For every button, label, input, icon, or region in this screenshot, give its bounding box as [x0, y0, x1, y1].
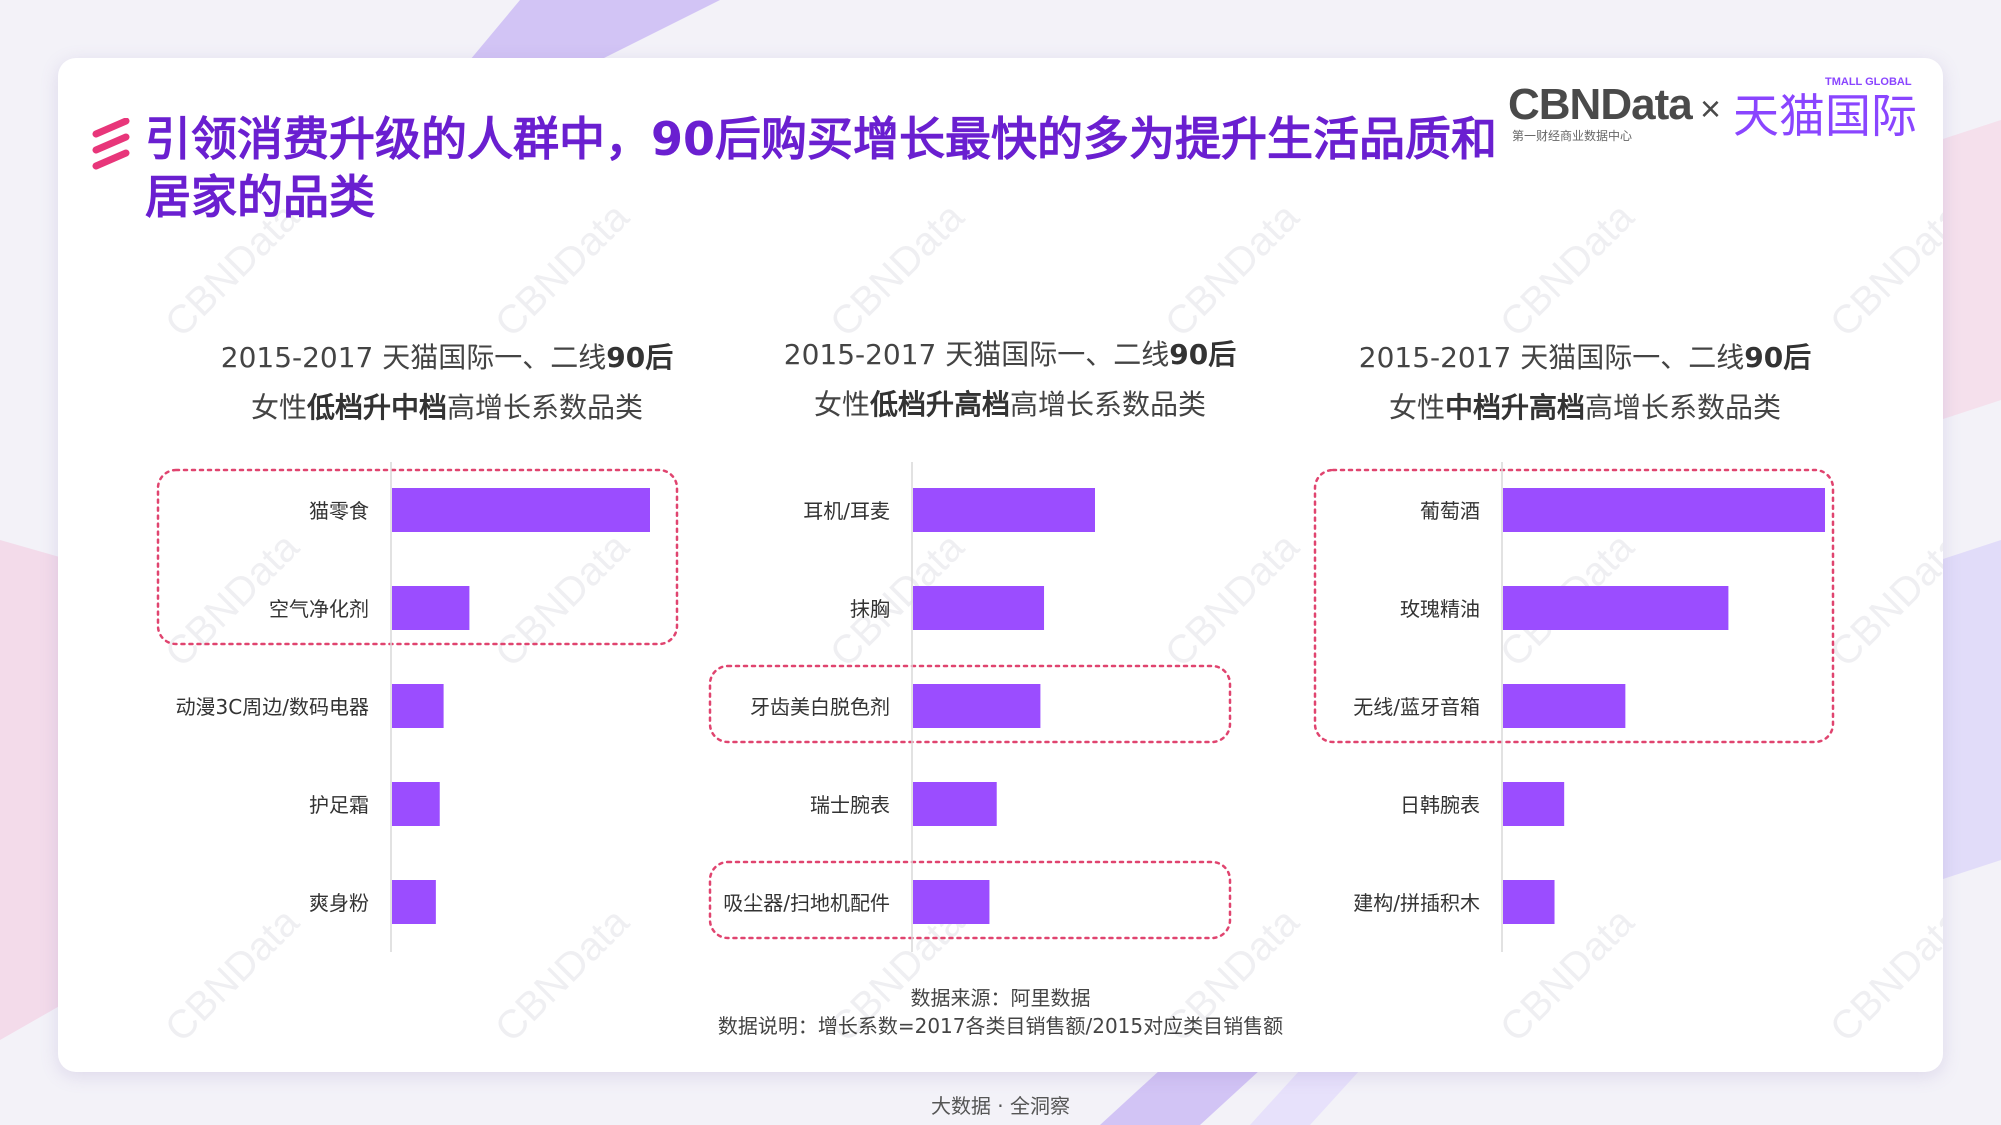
- bottom-tagline: 大数据 · 全洞察: [930, 1094, 1071, 1118]
- category-label: 抹胸: [850, 597, 890, 621]
- category-label: 动漫3C周边/数码电器: [176, 695, 369, 719]
- bar: [913, 880, 990, 924]
- bar: [1503, 586, 1729, 630]
- category-label: 无线/蓝牙音箱: [1353, 695, 1480, 719]
- data-note: 数据说明：增长系数=2017各类目销售额/2015对应类目销售额: [717, 1014, 1284, 1038]
- category-label: 建构/拼插积木: [1353, 891, 1480, 915]
- category-label: 猫零食: [309, 499, 369, 523]
- category-label: 日韩腕表: [1400, 793, 1480, 817]
- content-card: CBNData CBNData CBNData CBNData CBNData …: [58, 58, 1943, 1072]
- highlight-box: [1313, 468, 1835, 744]
- bar: [392, 684, 444, 728]
- chart-3-title-line2-prefix: 女性: [1388, 391, 1445, 424]
- chart-3-title-line1-bold: 90后: [1744, 341, 1812, 374]
- chart-1-title-line1: 2015-2017 天猫国际一、二线: [220, 341, 607, 374]
- chart-2-title-line2-prefix: 女性: [813, 388, 870, 421]
- bar: [392, 782, 440, 826]
- chart-3-title-line2-bold: 中档升高档: [1444, 391, 1585, 424]
- chart-1-title-line2-suffix: 高增长系数品类: [447, 391, 644, 424]
- page-title: 引领消费升级的人群中，90后购买增长最快的多为提升生活品质和 居家的品类: [145, 110, 1505, 226]
- chart-2-title-line2-bold: 低档升高档: [869, 388, 1010, 421]
- logo-partner-en: TMALL GLOBAL: [1825, 76, 1912, 88]
- bar: [913, 586, 1045, 630]
- logo-brand: CBNData: [1508, 80, 1693, 129]
- bar: [913, 684, 1041, 728]
- bar: [1503, 880, 1555, 924]
- highlight-box: [708, 664, 1232, 744]
- category-label: 耳机/耳麦: [803, 499, 890, 523]
- chart-3-title-line1: 2015-2017 天猫国际一、二线: [1358, 341, 1745, 374]
- bar: [913, 488, 1095, 532]
- chart-2-title-line2-suffix: 高增长系数品类: [1010, 388, 1207, 421]
- chart-1-title-line2-bold: 低档升中档: [306, 391, 447, 424]
- chart-3-title: 2015-2017 天猫国际一、二线90后 女性中档升高档高增长系数品类: [1305, 333, 1865, 433]
- bar: [392, 880, 436, 924]
- page-title-line-2: 居家的品类: [145, 170, 375, 224]
- highlight-box: [156, 468, 679, 646]
- bar: [392, 586, 470, 630]
- category-label: 葡萄酒: [1420, 499, 1480, 523]
- category-label: 护足霜: [309, 793, 369, 817]
- category-label: 爽身粉: [309, 891, 369, 915]
- bar: [1503, 488, 1825, 532]
- category-label: 瑞士腕表: [810, 793, 890, 817]
- chart-1-title-line2-prefix: 女性: [250, 391, 307, 424]
- chart-3-title-line2-suffix: 高增长系数品类: [1585, 391, 1782, 424]
- bar: [1503, 782, 1565, 826]
- highlight-box: [708, 860, 1232, 940]
- logo-brand-sub: 第一财经商业数据中心: [1512, 129, 1633, 143]
- bar: [392, 488, 650, 532]
- category-label: 空气净化剂: [269, 597, 369, 621]
- logo-separator: ×: [1700, 88, 1722, 129]
- category-label: 玫瑰精油: [1400, 597, 1480, 621]
- chart-2-title-line1: 2015-2017 天猫国际一、二线: [783, 338, 1170, 371]
- chart-2-title: 2015-2017 天猫国际一、二线90后 女性低档升高档高增长系数品类: [730, 330, 1290, 430]
- category-label: 牙齿美白脱色剂: [750, 695, 890, 719]
- chart-1-title-line1-bold: 90后: [606, 341, 674, 374]
- chart-2-title-line1-bold: 90后: [1169, 338, 1237, 371]
- logo-partner: 天猫国际: [1733, 89, 1917, 143]
- data-source: 数据来源：阿里数据: [910, 986, 1091, 1010]
- bar: [913, 782, 997, 826]
- page-title-line-1: 引领消费升级的人群中，90后购买增长最快的多为提升生活品质和: [145, 112, 1498, 166]
- stripes-icon: [92, 118, 130, 170]
- chart-1-title: 2015-2017 天猫国际一、二线90后 女性低档升中档高增长系数品类: [167, 333, 727, 433]
- bar: [1503, 684, 1626, 728]
- category-label: 吸尘器/扫地机配件: [723, 891, 890, 915]
